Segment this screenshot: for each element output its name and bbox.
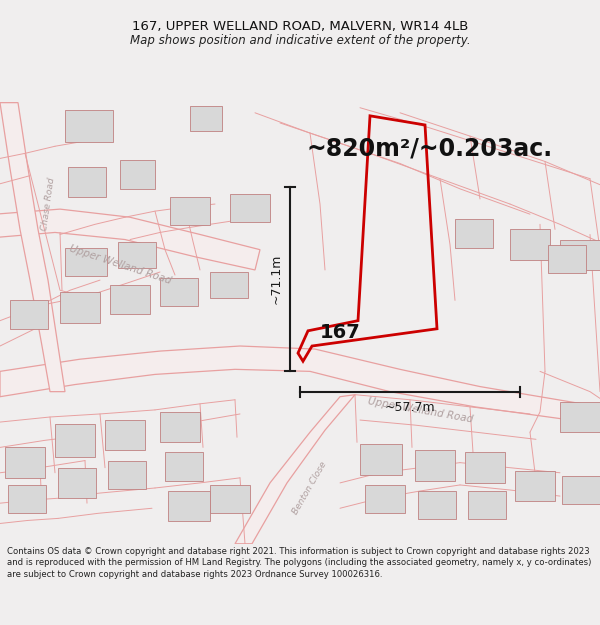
Text: ~71.1m: ~71.1m xyxy=(269,254,283,304)
Bar xyxy=(468,491,506,519)
Bar xyxy=(65,248,107,276)
Bar xyxy=(230,194,270,222)
Bar xyxy=(10,301,48,329)
Bar xyxy=(360,444,402,475)
Text: Benton Close: Benton Close xyxy=(291,460,329,516)
Bar xyxy=(210,272,248,298)
Bar xyxy=(58,468,96,498)
Text: ~820m²/~0.203ac.: ~820m²/~0.203ac. xyxy=(307,136,553,160)
Bar xyxy=(365,485,405,513)
Bar xyxy=(510,229,550,260)
Bar xyxy=(160,412,200,442)
Bar xyxy=(160,278,198,306)
Bar xyxy=(120,161,155,189)
Bar xyxy=(108,461,146,489)
Bar xyxy=(60,292,100,322)
Text: 167: 167 xyxy=(320,323,361,342)
Bar xyxy=(548,244,586,273)
Bar xyxy=(170,197,210,226)
Bar xyxy=(65,110,113,142)
Bar xyxy=(118,242,156,268)
Bar xyxy=(562,476,600,504)
Bar xyxy=(190,106,222,131)
Bar xyxy=(8,485,46,513)
Text: Chase Road: Chase Road xyxy=(40,177,56,231)
Polygon shape xyxy=(235,395,355,544)
Bar xyxy=(465,452,505,483)
Bar xyxy=(68,166,106,197)
Bar xyxy=(415,451,455,481)
Bar xyxy=(560,402,600,432)
Polygon shape xyxy=(0,346,600,424)
Bar xyxy=(515,471,555,501)
Text: Upper Welland Road: Upper Welland Road xyxy=(68,244,172,286)
Bar xyxy=(5,448,45,478)
Bar xyxy=(210,485,250,513)
Bar xyxy=(168,491,210,521)
Text: 167, UPPER WELLAND ROAD, MALVERN, WR14 4LB: 167, UPPER WELLAND ROAD, MALVERN, WR14 4… xyxy=(132,21,468,33)
Text: Upper Welland Road: Upper Welland Road xyxy=(367,396,473,424)
Bar xyxy=(560,239,600,270)
Polygon shape xyxy=(0,209,260,270)
Polygon shape xyxy=(0,102,65,392)
Text: Contains OS data © Crown copyright and database right 2021. This information is : Contains OS data © Crown copyright and d… xyxy=(7,547,592,579)
Bar xyxy=(105,420,145,451)
Bar xyxy=(418,491,456,519)
Text: ~57.7m: ~57.7m xyxy=(385,401,436,414)
Bar xyxy=(455,219,493,248)
Text: Map shows position and indicative extent of the property.: Map shows position and indicative extent… xyxy=(130,34,470,47)
Bar xyxy=(165,452,203,481)
Bar xyxy=(55,424,95,456)
Bar xyxy=(110,285,150,314)
